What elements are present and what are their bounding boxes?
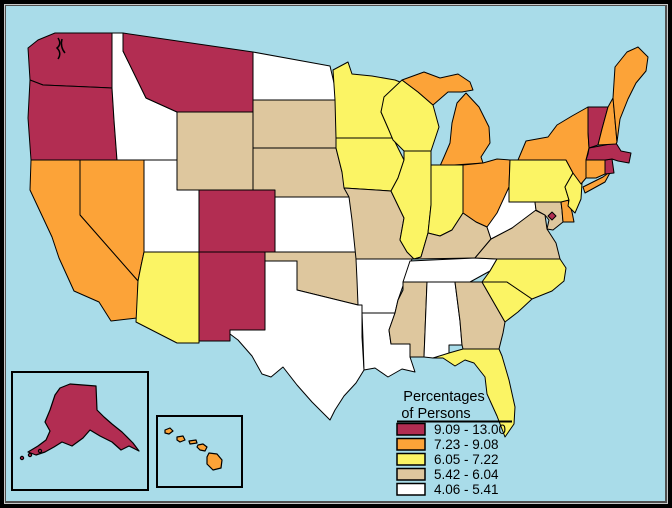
legend-swatch-2 xyxy=(396,437,426,451)
hawaii-island-maui[interactable] xyxy=(196,443,208,452)
legend-title-line2: of Persons xyxy=(401,406,470,422)
state-new-mexico[interactable] xyxy=(198,251,266,342)
legend-label-5: 4.06 - 5.41 xyxy=(434,482,499,497)
state-michigan-upper-peninsula[interactable] xyxy=(401,71,474,106)
legend-label-4: 5.42 - 6.04 xyxy=(434,467,499,482)
state-wyoming[interactable] xyxy=(176,111,254,191)
state-alaska[interactable] xyxy=(27,383,140,456)
legend-swatch-4 xyxy=(396,467,426,481)
state-south-dakota[interactable] xyxy=(252,99,339,149)
legend: Percentages of Persons 9.09 - 13.00 7.23… xyxy=(396,389,512,497)
aleutian-island xyxy=(37,448,43,454)
state-oregon[interactable] xyxy=(27,79,118,161)
legend-title-line1: Percentages xyxy=(403,389,484,405)
state-florida[interactable] xyxy=(432,348,516,438)
state-new-jersey[interactable] xyxy=(564,172,583,214)
state-maine[interactable] xyxy=(612,46,649,143)
state-north-carolina[interactable] xyxy=(481,258,567,300)
state-pennsylvania[interactable] xyxy=(508,159,574,203)
state-colorado[interactable] xyxy=(198,189,276,253)
aleutian-island xyxy=(27,452,33,458)
aleutian-island xyxy=(19,455,25,461)
legend-label-3: 6.05 - 7.22 xyxy=(434,452,499,467)
hawaii-inset-box xyxy=(156,415,243,488)
hawaii-island-kauai[interactable] xyxy=(164,427,174,435)
hawaii-island-hawaii[interactable] xyxy=(206,452,223,471)
legend-label-1: 9.09 - 13.00 xyxy=(434,422,506,437)
state-connecticut[interactable] xyxy=(585,159,606,179)
puget-sound-detail xyxy=(55,37,66,60)
hawaii-group xyxy=(164,427,223,471)
alaska-group xyxy=(19,383,140,461)
state-rhode-island[interactable] xyxy=(604,158,615,175)
legend-swatch-1 xyxy=(396,422,426,436)
state-michigan[interactable] xyxy=(439,92,491,167)
hawaii-island-oahu[interactable] xyxy=(176,435,186,443)
legend-label-2: 7.23 - 9.08 xyxy=(434,437,499,452)
state-washington[interactable] xyxy=(27,32,113,89)
legend-swatch-5 xyxy=(396,482,426,496)
state-new-york-long-island[interactable] xyxy=(582,170,612,194)
legend-swatch-3 xyxy=(396,452,426,466)
state-kansas[interactable] xyxy=(274,196,357,253)
state-iowa[interactable] xyxy=(335,137,405,192)
state-california[interactable] xyxy=(29,159,139,322)
state-nebraska[interactable] xyxy=(252,147,350,198)
state-district-of-columbia[interactable] xyxy=(547,211,557,221)
states-layer xyxy=(27,32,649,438)
hawaii-island-molokai[interactable] xyxy=(188,439,198,445)
